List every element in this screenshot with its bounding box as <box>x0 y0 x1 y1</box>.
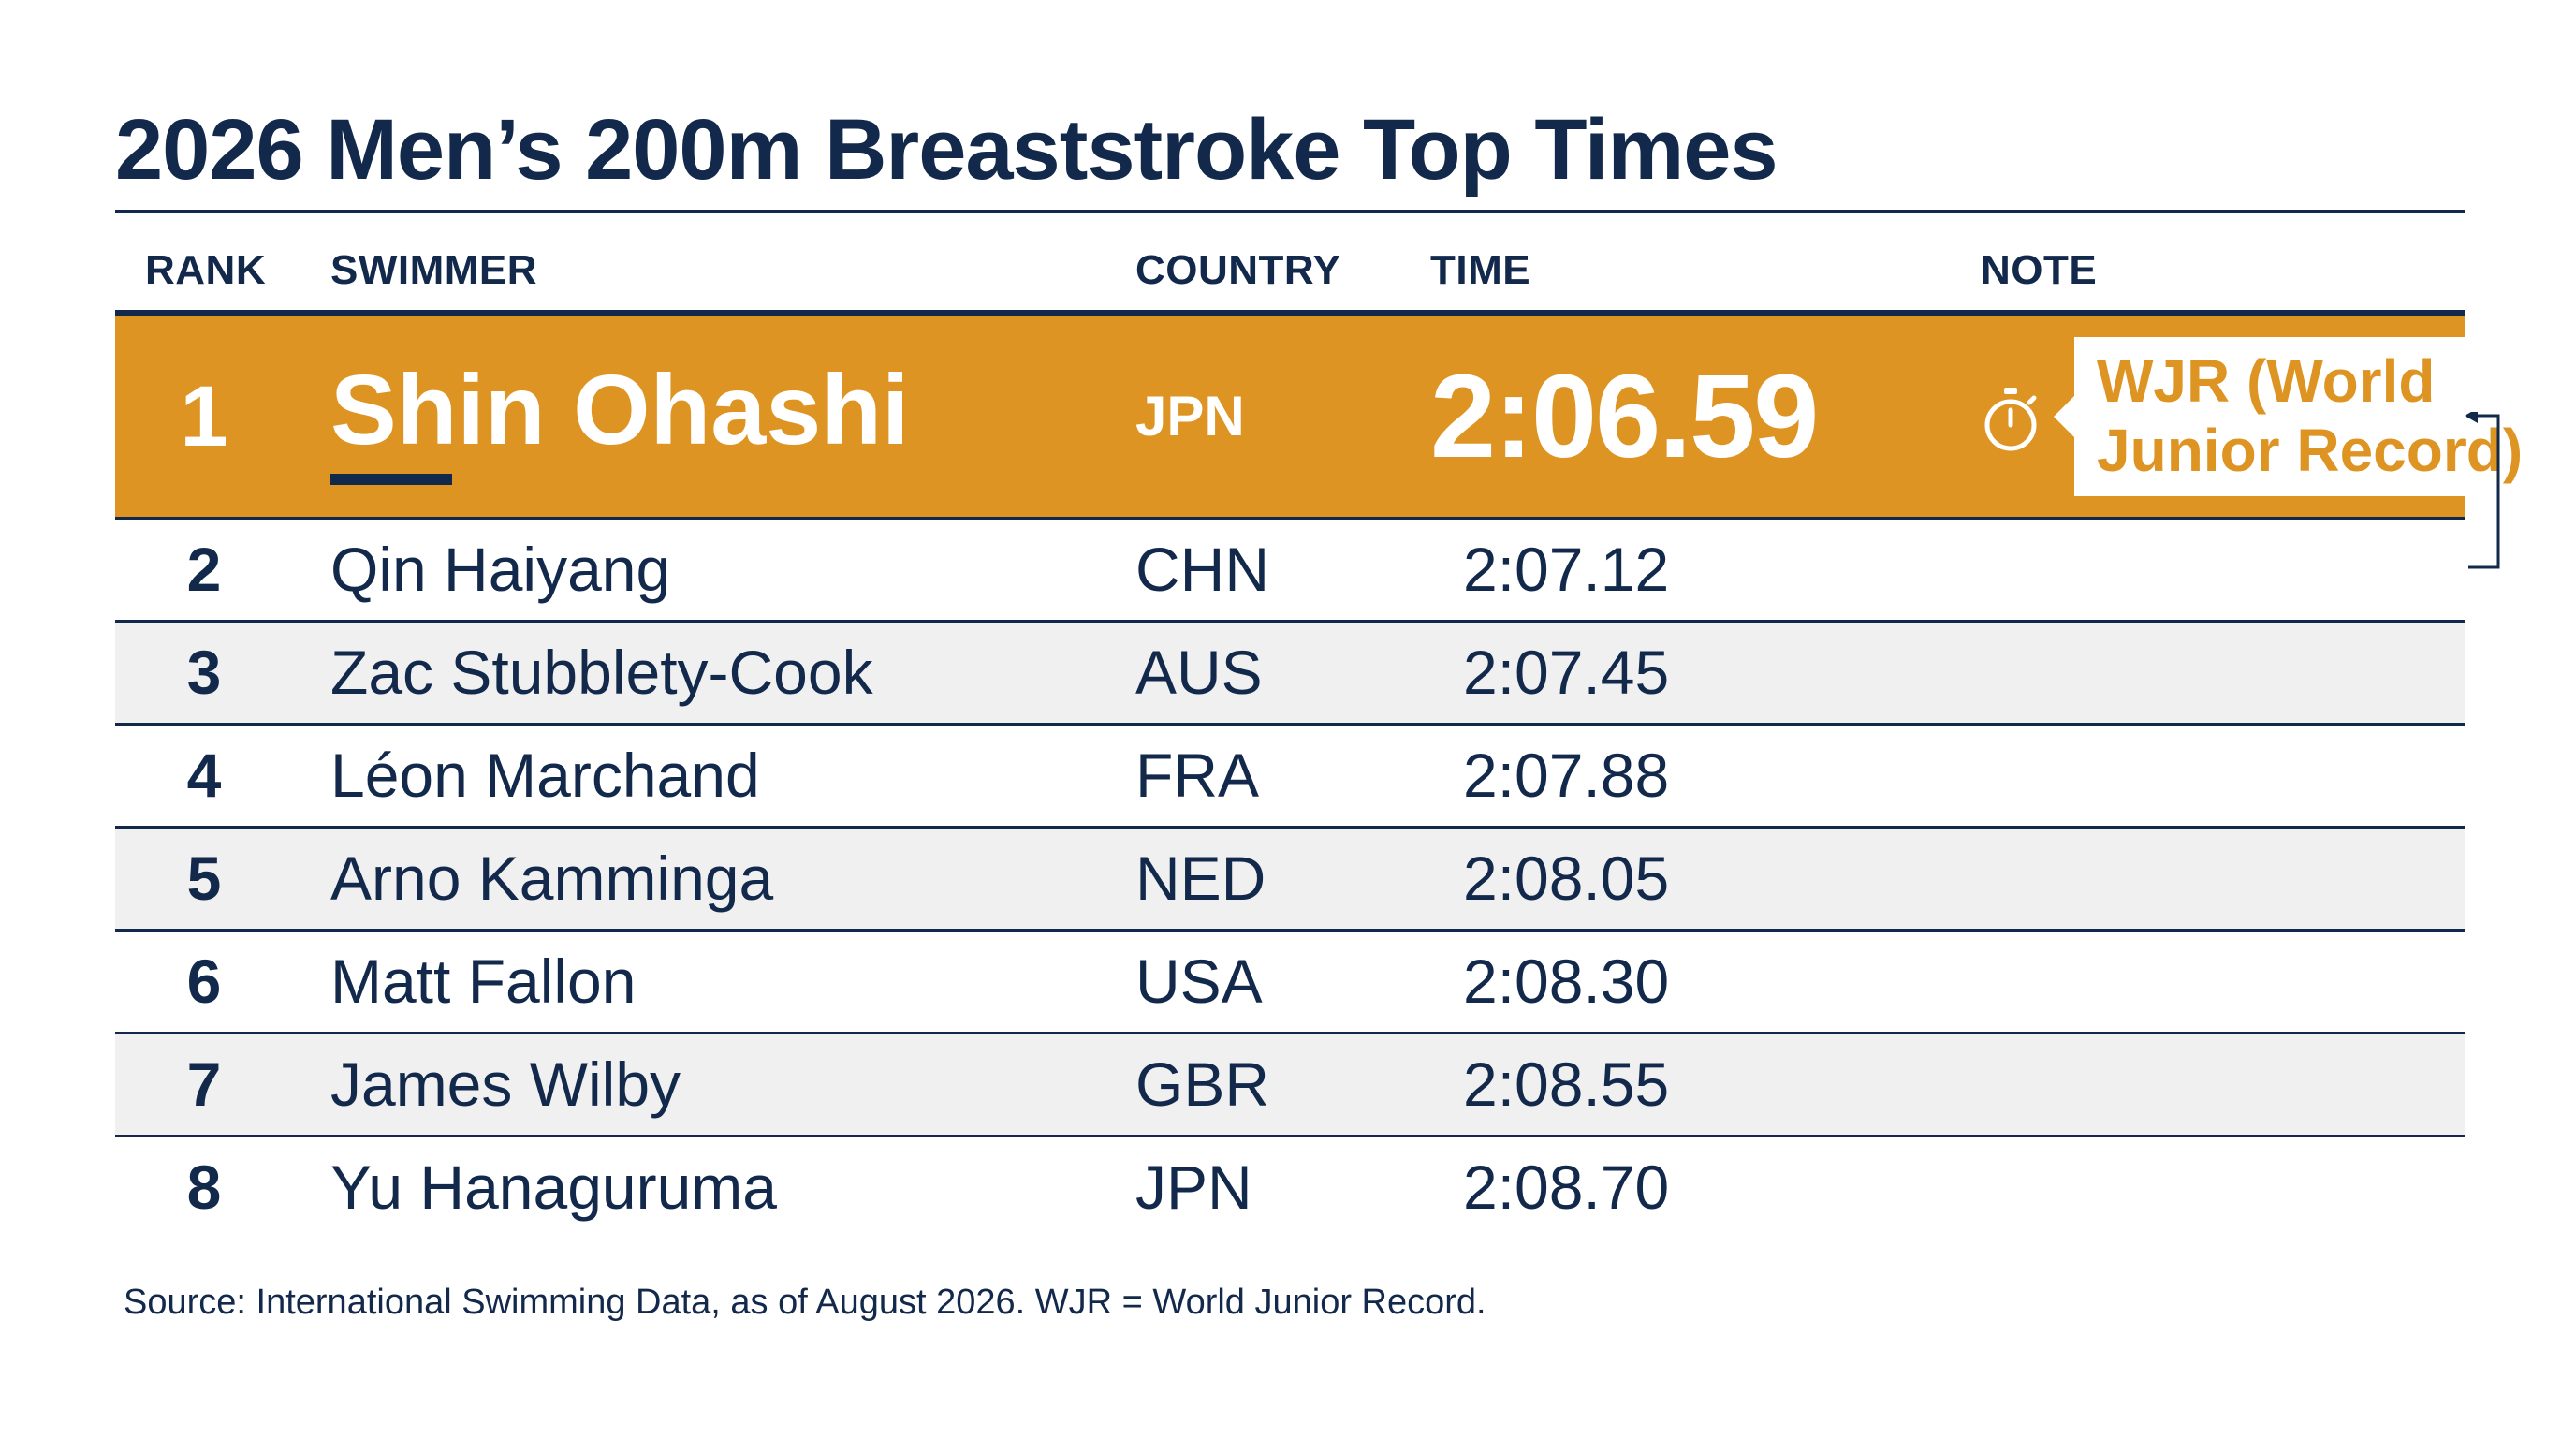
table-row: 5 Arno Kamminga NED 2:08.05 <box>115 829 2465 932</box>
column-header-swimmer: SWIMMER <box>330 247 538 293</box>
page-title: 2026 Men’s 200m Breaststroke Top Times <box>115 102 1778 198</box>
column-header-note: NOTE <box>1981 247 2098 293</box>
rank-cell: 4 <box>186 741 222 810</box>
swimmer-underline <box>330 474 452 485</box>
swimmer-cell: Matt Fallon <box>330 946 637 1016</box>
country-cell: USA <box>1135 946 1263 1016</box>
column-header-rank: RANK <box>145 247 267 293</box>
header-divider <box>115 310 2465 316</box>
time-cell: 2:06.59 <box>1430 350 1819 482</box>
table-header: RANK SWIMMER COUNTRY TIME NOTE <box>115 212 2465 310</box>
country-cell: FRA <box>1135 741 1259 810</box>
source-footnote: Source: International Swimming Data, as … <box>124 1283 1486 1322</box>
note-connector-bracket <box>2465 412 2500 569</box>
time-cell: 2:07.88 <box>1463 741 1670 810</box>
table-row: 4 Léon Marchand FRA 2:07.88 <box>115 726 2465 829</box>
column-header-time: TIME <box>1430 247 1531 293</box>
country-cell: CHN <box>1135 535 1269 604</box>
table-row: 7 James Wilby GBR 2:08.55 <box>115 1034 2465 1137</box>
country-cell: GBR <box>1135 1049 1270 1119</box>
time-cell: 2:07.45 <box>1463 638 1670 707</box>
rank-cell: 1 <box>180 369 228 464</box>
country-cell: JPN <box>1135 385 1245 448</box>
note-text: WJR (World Junior Record) <box>2097 347 2524 484</box>
swimmer-cell: James Wilby <box>330 1049 681 1119</box>
rank-cell: 7 <box>186 1049 222 1119</box>
table-row: 3 Zac Stubblety-Cook AUS 2:07.45 <box>115 623 2465 726</box>
time-cell: 2:08.55 <box>1463 1049 1670 1119</box>
rank-cell: 6 <box>186 946 222 1016</box>
table-row-highlighted: 1 Shin Ohashi JPN 2:06.59 WJR (World Jun… <box>115 316 2561 520</box>
table-row: 6 Matt Fallon USA 2:08.30 <box>115 932 2465 1034</box>
column-header-country: COUNTRY <box>1135 247 1341 293</box>
swimmer-cell: Arno Kamminga <box>330 844 774 913</box>
rank-cell: 8 <box>186 1152 222 1222</box>
stopwatch-icon <box>1984 388 2037 451</box>
time-cell: 2:08.30 <box>1463 946 1670 1016</box>
swimmer-cell: Léon Marchand <box>330 741 760 810</box>
rank-cell: 5 <box>186 844 222 913</box>
swimmer-cell: Yu Hanaguruma <box>330 1152 777 1222</box>
time-cell: 2:07.12 <box>1463 535 1670 604</box>
table-body: 1 Shin Ohashi JPN 2:06.59 WJR (World Jun… <box>115 316 2561 1238</box>
table-row: 8 Yu Hanaguruma JPN 2:08.70 <box>115 1137 2465 1238</box>
country-cell: NED <box>1135 844 1266 913</box>
rank-cell: 2 <box>186 535 222 604</box>
time-cell: 2:08.05 <box>1463 844 1670 913</box>
rank-cell: 3 <box>186 638 222 707</box>
swimmer-cell: Shin Ohashi <box>330 355 910 465</box>
country-cell: JPN <box>1135 1152 1252 1222</box>
country-cell: AUS <box>1135 638 1263 707</box>
table-row: 2 Qin Haiyang CHN 2:07.12 <box>115 520 2465 623</box>
time-cell: 2:08.70 <box>1463 1152 1670 1222</box>
title-divider <box>115 210 2465 213</box>
swimmer-cell: Qin Haiyang <box>330 535 671 604</box>
swimmer-cell: Zac Stubblety-Cook <box>330 638 873 707</box>
